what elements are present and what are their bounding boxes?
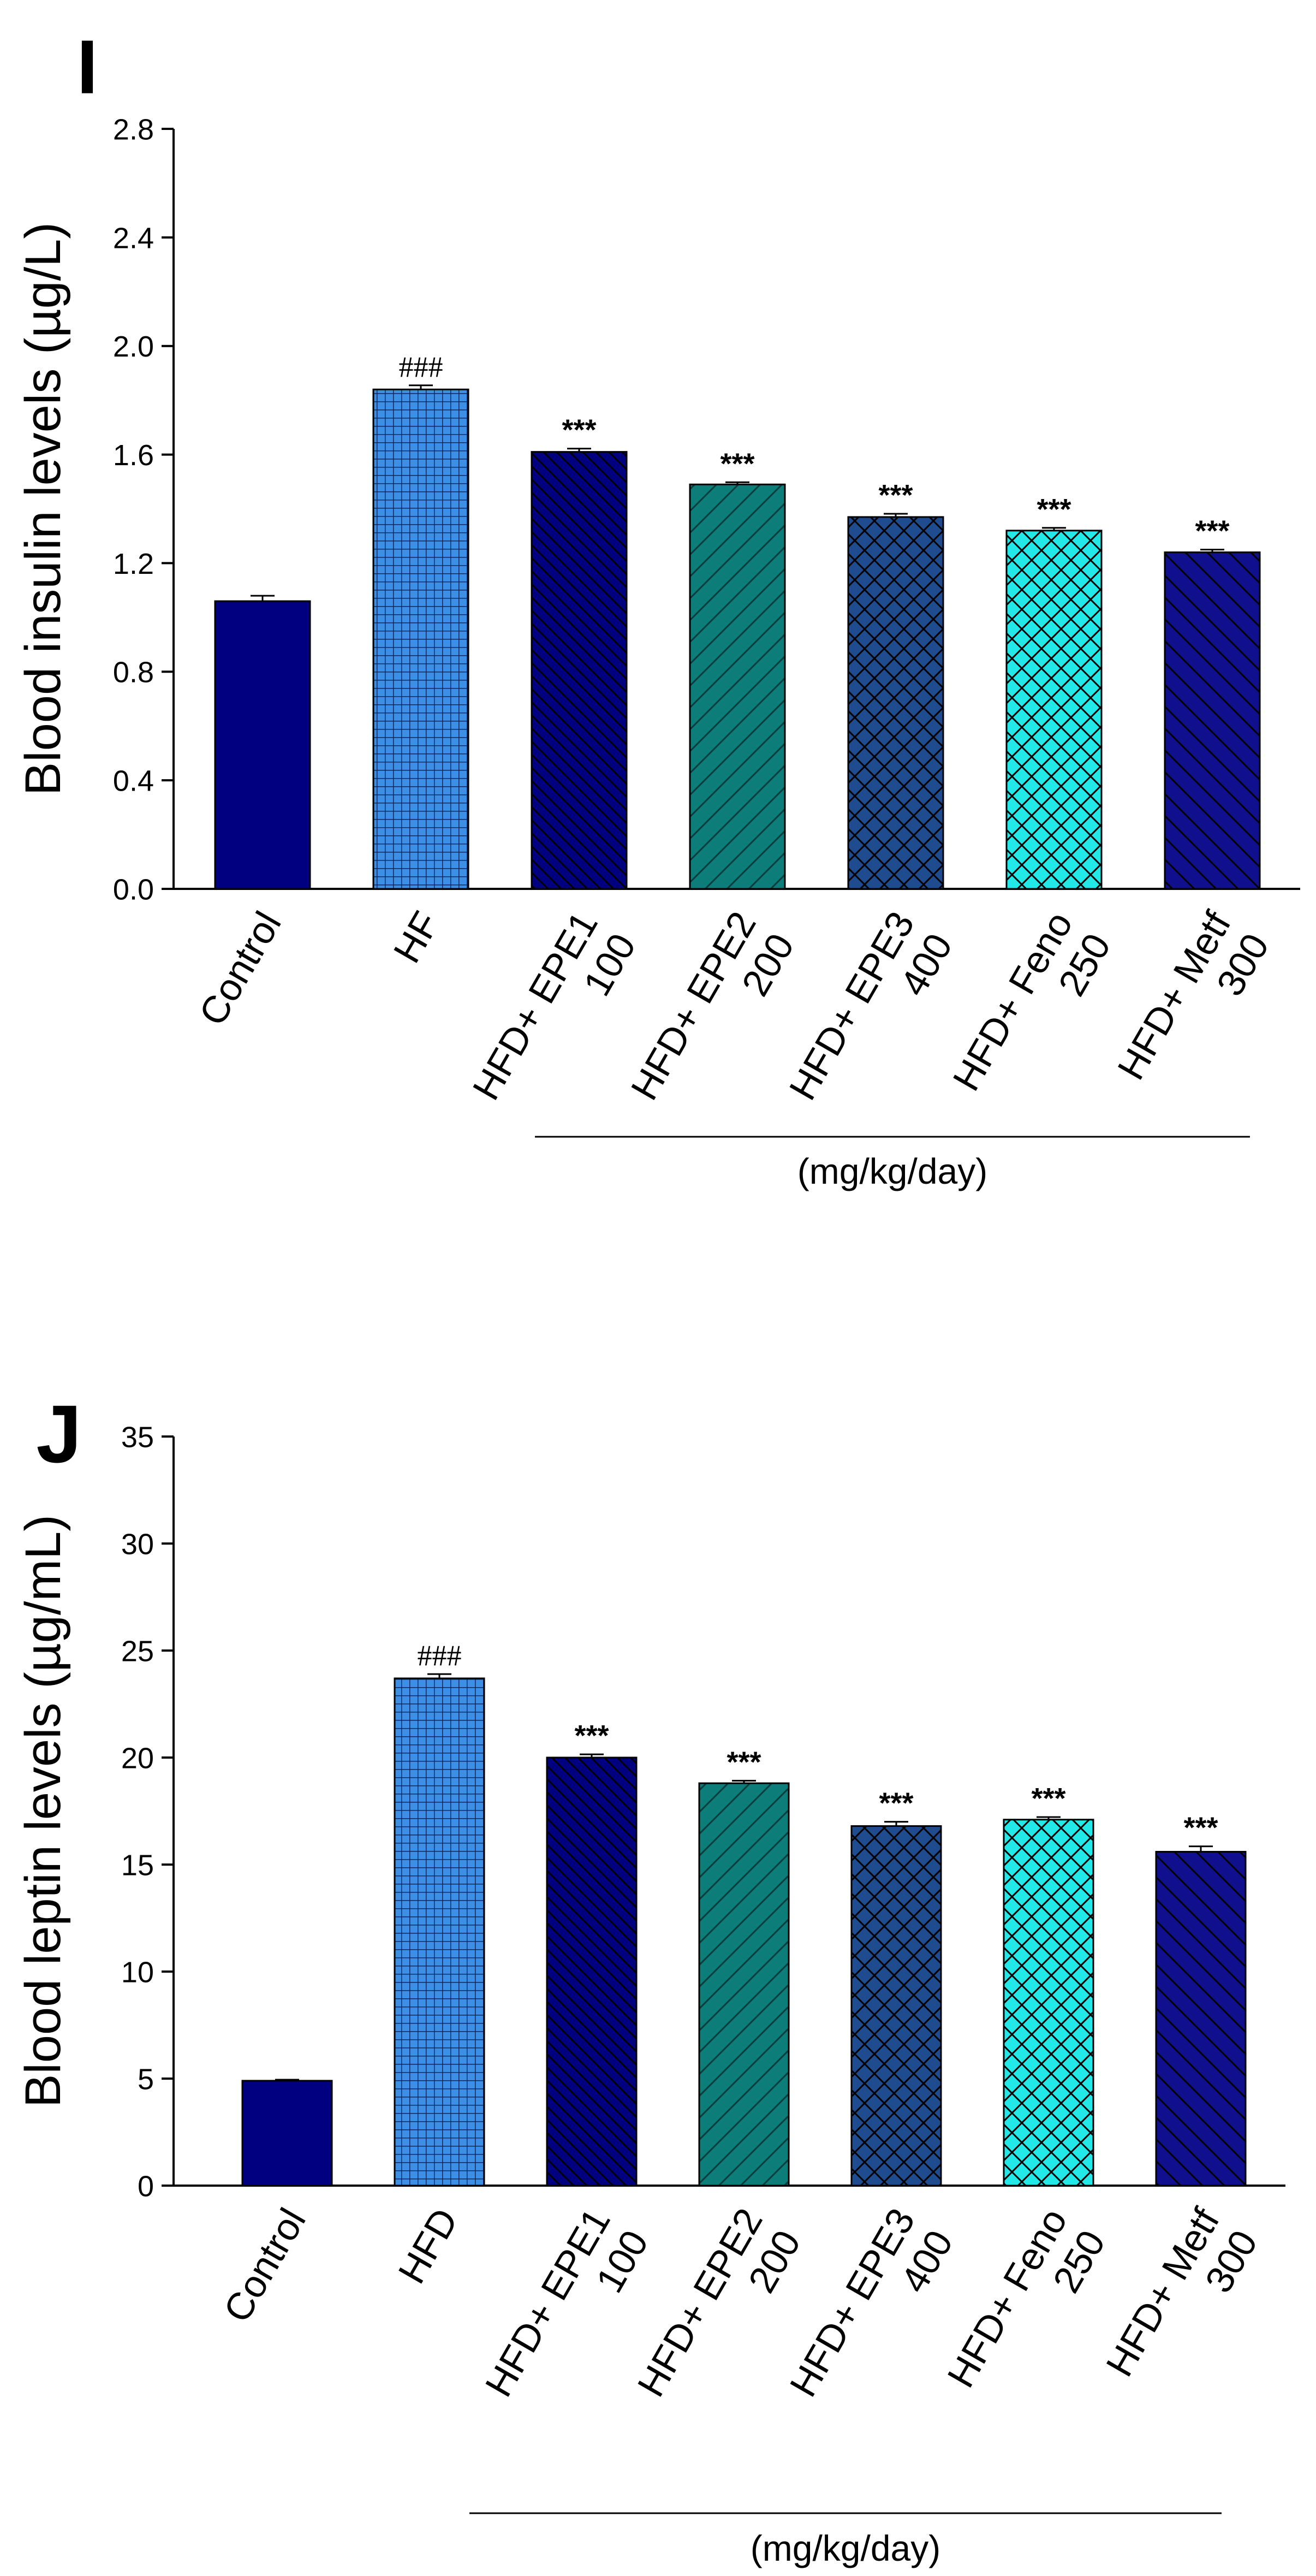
bar-group <box>1155 1845 1247 2187</box>
significance-label: *** <box>574 1719 609 1752</box>
x-category-label: Control <box>216 2201 314 2329</box>
y-axis-title: Blood leptin levels (µg/mL) <box>15 1515 71 2108</box>
x-category-line1: HFD <box>390 2201 466 2291</box>
x-category-line1: HFD+ EPE2 <box>623 905 764 1107</box>
y-tick-label: 30 <box>121 1528 154 1560</box>
significance-label: *** <box>1195 515 1229 548</box>
y-tick-label: 1.6 <box>113 439 154 472</box>
significance-label: *** <box>1031 1782 1065 1815</box>
bar-group <box>214 595 311 890</box>
y-tick-label: 10 <box>121 1956 154 1989</box>
y-tick-label: 2.8 <box>113 113 154 146</box>
bar-pattern-overlay <box>373 389 468 889</box>
bar-pattern-overlay <box>851 1826 941 2186</box>
bar-group <box>689 481 786 890</box>
x-category-line1: Control <box>191 905 289 1032</box>
y-tick-label: 15 <box>121 1849 154 1881</box>
bar-group <box>372 384 469 890</box>
y-tick-label: 2.0 <box>113 330 154 363</box>
dose-unit-label: (mg/kg/day) <box>797 1151 987 1191</box>
y-tick-label: 0.4 <box>113 765 154 798</box>
bar-pattern-overlay <box>1004 1819 1093 2186</box>
significance-label: ### <box>399 351 443 383</box>
significance-label: *** <box>879 1787 913 1820</box>
bar <box>215 601 310 889</box>
bar-pattern-overlay <box>1165 552 1260 889</box>
x-category-line1: HFD+ EPE3 <box>782 2201 923 2404</box>
bar-group <box>531 448 628 890</box>
y-tick-label: 5 <box>138 2063 154 2096</box>
y-tick-label: 35 <box>121 1421 154 1453</box>
panel-leptin: J 0 5 10 15 20 25 30 35 Blood leptin levels (µg/m… <box>15 1388 1285 2568</box>
bar-group <box>241 2079 333 2187</box>
x-category-label: HF <box>385 905 448 970</box>
bar-pattern-overlay <box>699 1783 789 2186</box>
bar-pattern-overlay <box>532 452 627 889</box>
y-tick-label: 0.8 <box>113 656 154 689</box>
bar-group <box>698 1779 790 2187</box>
bar-pattern-overlay <box>1156 1851 1246 2186</box>
bar-group <box>1003 1816 1094 2187</box>
bar-pattern-overlay <box>690 484 785 889</box>
y-tick-label: 1.2 <box>113 548 154 580</box>
bar-group <box>847 513 944 890</box>
x-category-label: Control <box>191 905 289 1032</box>
y-tick-label: 20 <box>121 1742 154 1774</box>
panel-insulin: I 0.0 0.4 0.8 1.2 1.6 2.0 2.4 2.8 Blood insulin l… <box>15 24 1300 1191</box>
bar-group <box>850 1821 942 2187</box>
significance-label: *** <box>1037 493 1071 526</box>
x-category-line1: HFD+ Metf <box>1098 2201 1228 2383</box>
significance-label: *** <box>562 414 596 447</box>
y-tick-label: 2.4 <box>113 222 154 254</box>
bar-group <box>1005 527 1103 890</box>
bar-pattern-overlay <box>395 1678 484 2186</box>
significance-label: ### <box>418 1639 462 1672</box>
bar-group <box>394 1673 485 2187</box>
y-tick-label: 25 <box>121 1635 154 1667</box>
x-category-line1: HFD+ Feno <box>939 2201 1075 2395</box>
significance-label: *** <box>720 447 754 480</box>
x-category-line1: HFD+ Feno <box>945 905 1081 1098</box>
bar-group <box>1164 549 1261 890</box>
y-tick-label: 0 <box>138 2170 154 2203</box>
bar-pattern-overlay <box>1007 530 1101 889</box>
x-category-line1: Control <box>216 2201 314 2329</box>
significance-label: *** <box>1183 1812 1218 1844</box>
bar-group <box>546 1753 638 2187</box>
significance-label: *** <box>727 1746 761 1778</box>
bar-pattern-overlay <box>848 517 943 889</box>
x-category-label: HFD <box>390 2201 466 2291</box>
panel-label: J <box>36 1388 81 1480</box>
panel-label: I <box>77 24 98 110</box>
x-category-line1: HFD+ Metf <box>1109 904 1239 1087</box>
bar <box>242 2080 332 2186</box>
significance-label: *** <box>878 479 913 512</box>
dose-unit-label: (mg/kg/day) <box>751 2528 940 2568</box>
x-category-line1: HFD+ EPE3 <box>781 905 922 1107</box>
bar-pattern-overlay <box>547 1758 636 2186</box>
x-category-line1: HFD+ EPE2 <box>629 2201 771 2404</box>
y-axis-title: Blood insulin levels (µg/L) <box>15 222 71 796</box>
x-category-line1: HFD+ EPE1 <box>477 2201 618 2404</box>
x-category-line1: HF <box>385 905 448 970</box>
y-tick-label: 0.0 <box>113 873 154 906</box>
x-category-line1: HFD+ EPE1 <box>465 905 606 1107</box>
